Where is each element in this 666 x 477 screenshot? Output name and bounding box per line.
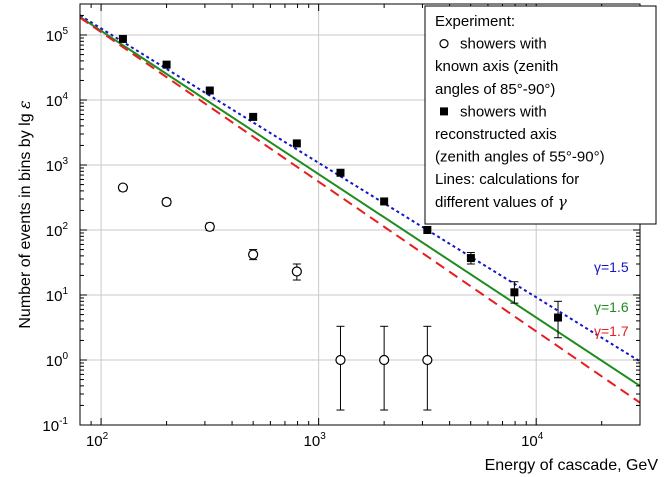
legend-line: known axis (zenith bbox=[435, 58, 558, 75]
filled-square-point bbox=[423, 226, 431, 234]
y-tick-label: 100 bbox=[46, 351, 69, 370]
x-tick-label: 102 bbox=[86, 431, 109, 450]
open-circle-point bbox=[249, 250, 258, 259]
legend-line: Lines: calculations for bbox=[435, 171, 579, 188]
legend-line: Experiment: bbox=[435, 13, 515, 30]
open-circle-point bbox=[380, 356, 389, 365]
curve-label: γ=1.5 bbox=[594, 259, 629, 275]
legend-line: different values of γ bbox=[435, 193, 567, 211]
legend-line: (zenith angles of 55°-90°) bbox=[435, 149, 605, 166]
filled-square-point bbox=[119, 35, 127, 43]
curve-labels: γ=1.5 γ=1.6 γ=1.7 bbox=[594, 259, 629, 339]
filled-square-point bbox=[249, 113, 257, 121]
y-tick-label: 101 bbox=[46, 286, 69, 305]
open-circle-point bbox=[292, 267, 301, 276]
open-circle-point bbox=[336, 356, 345, 365]
filled-square-point bbox=[206, 87, 214, 95]
filled-square-point bbox=[293, 139, 301, 147]
filled-square-point bbox=[380, 197, 388, 205]
filled-square-point bbox=[510, 288, 518, 296]
x-axis-title: Energy of cascade, GeV bbox=[485, 457, 659, 474]
legend: Experiment: showers with known axis (zenit… bbox=[425, 6, 656, 224]
curve-label: γ=1.6 bbox=[594, 299, 629, 315]
legend-line: angles of 85°-90°) bbox=[435, 81, 555, 98]
filled-square-point bbox=[467, 254, 475, 262]
legend-filled-square-icon bbox=[440, 107, 448, 115]
filled-square-point bbox=[554, 314, 562, 322]
y-tick-label: 102 bbox=[46, 221, 69, 240]
y-tick-label: 105 bbox=[46, 26, 69, 45]
x-tick-label: 104 bbox=[521, 431, 544, 450]
y-axis-title: Number of events in bins by lg ε bbox=[15, 100, 34, 328]
open-circle-point bbox=[423, 356, 432, 365]
legend-open-circle-icon bbox=[440, 40, 448, 48]
y-tick-label: 104 bbox=[46, 91, 69, 110]
y-tick-label: 10-1 bbox=[42, 416, 68, 435]
open-circle-point bbox=[205, 222, 214, 231]
open-circle-point bbox=[118, 183, 127, 192]
open-circle-point bbox=[162, 197, 171, 206]
filled-square-point bbox=[336, 169, 344, 177]
curve-label: γ=1.7 bbox=[594, 323, 629, 339]
legend-line: showers with bbox=[460, 103, 547, 120]
x-tick-label: 103 bbox=[304, 431, 327, 450]
legend-line: showers with bbox=[460, 36, 547, 53]
legend-line: reconstructed axis bbox=[435, 126, 557, 143]
y-tick-label: 103 bbox=[46, 156, 69, 175]
filled-square-point bbox=[163, 61, 171, 69]
